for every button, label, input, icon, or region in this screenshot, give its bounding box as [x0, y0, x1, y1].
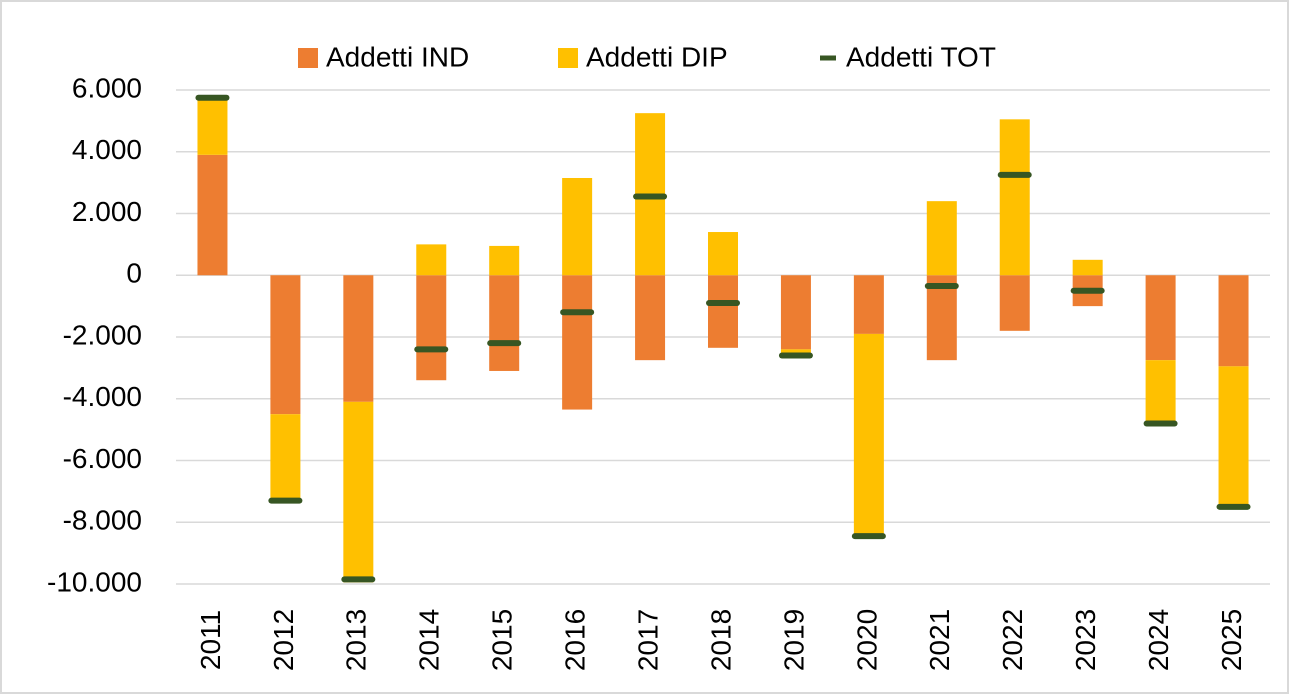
bar [708, 232, 738, 276]
bar [562, 275, 593, 410]
y-tick-label: -6.000 [63, 443, 142, 474]
bar [1145, 360, 1176, 424]
bar [489, 245, 520, 276]
x-tick-label: 2025 [1216, 609, 1247, 671]
x-tick-label: 2015 [487, 609, 518, 671]
bar [999, 119, 1030, 276]
bar [489, 275, 520, 371]
x-tick-label: 2017 [632, 609, 663, 671]
y-tick-label: 4.000 [72, 134, 142, 165]
bar [926, 275, 957, 361]
legend-label: Addetti DIP [586, 41, 728, 72]
x-tick-label: 2024 [1143, 609, 1174, 671]
y-tick-label: -4.000 [63, 381, 142, 412]
bar [926, 201, 957, 276]
bar [416, 275, 447, 381]
bar [1072, 259, 1103, 276]
legend-label: Addetti TOT [846, 41, 996, 72]
bar [708, 275, 738, 348]
legend-swatch [298, 48, 318, 68]
bar [1218, 366, 1249, 507]
y-tick-label: -8.000 [63, 505, 142, 536]
bar [343, 275, 374, 402]
bar [853, 275, 884, 334]
y-tick-label: -2.000 [63, 319, 142, 350]
legend-label: Addetti IND [326, 41, 469, 72]
bar [999, 275, 1030, 331]
x-tick-label: 2018 [705, 609, 736, 671]
x-tick-label: 2019 [778, 609, 809, 671]
bar [853, 333, 884, 537]
x-tick-label: 2012 [268, 609, 299, 671]
bar [197, 154, 228, 276]
bar [270, 275, 301, 415]
y-tick-label: 2.000 [72, 196, 142, 227]
bar [780, 275, 811, 350]
x-tick-label: 2021 [924, 609, 955, 671]
bar [1145, 275, 1176, 361]
x-tick-label: 2022 [997, 609, 1028, 671]
y-tick-label: 0 [126, 258, 142, 289]
x-tick-label: 2020 [851, 609, 882, 671]
bar [197, 97, 228, 155]
x-tick-label: 2023 [1070, 609, 1101, 671]
bar [416, 244, 447, 276]
bar [635, 275, 666, 361]
y-tick-label: -10.000 [47, 566, 142, 597]
legend-swatch [558, 48, 578, 68]
bar [1218, 275, 1249, 367]
x-tick-label: 2013 [341, 609, 372, 671]
bar [562, 177, 593, 276]
x-tick-label: 2011 [195, 610, 226, 670]
x-tick-label: 2016 [560, 609, 591, 671]
bar [343, 401, 374, 583]
bar [270, 414, 301, 501]
x-tick-label: 2014 [414, 609, 445, 671]
y-tick-label: 6.000 [72, 72, 142, 103]
